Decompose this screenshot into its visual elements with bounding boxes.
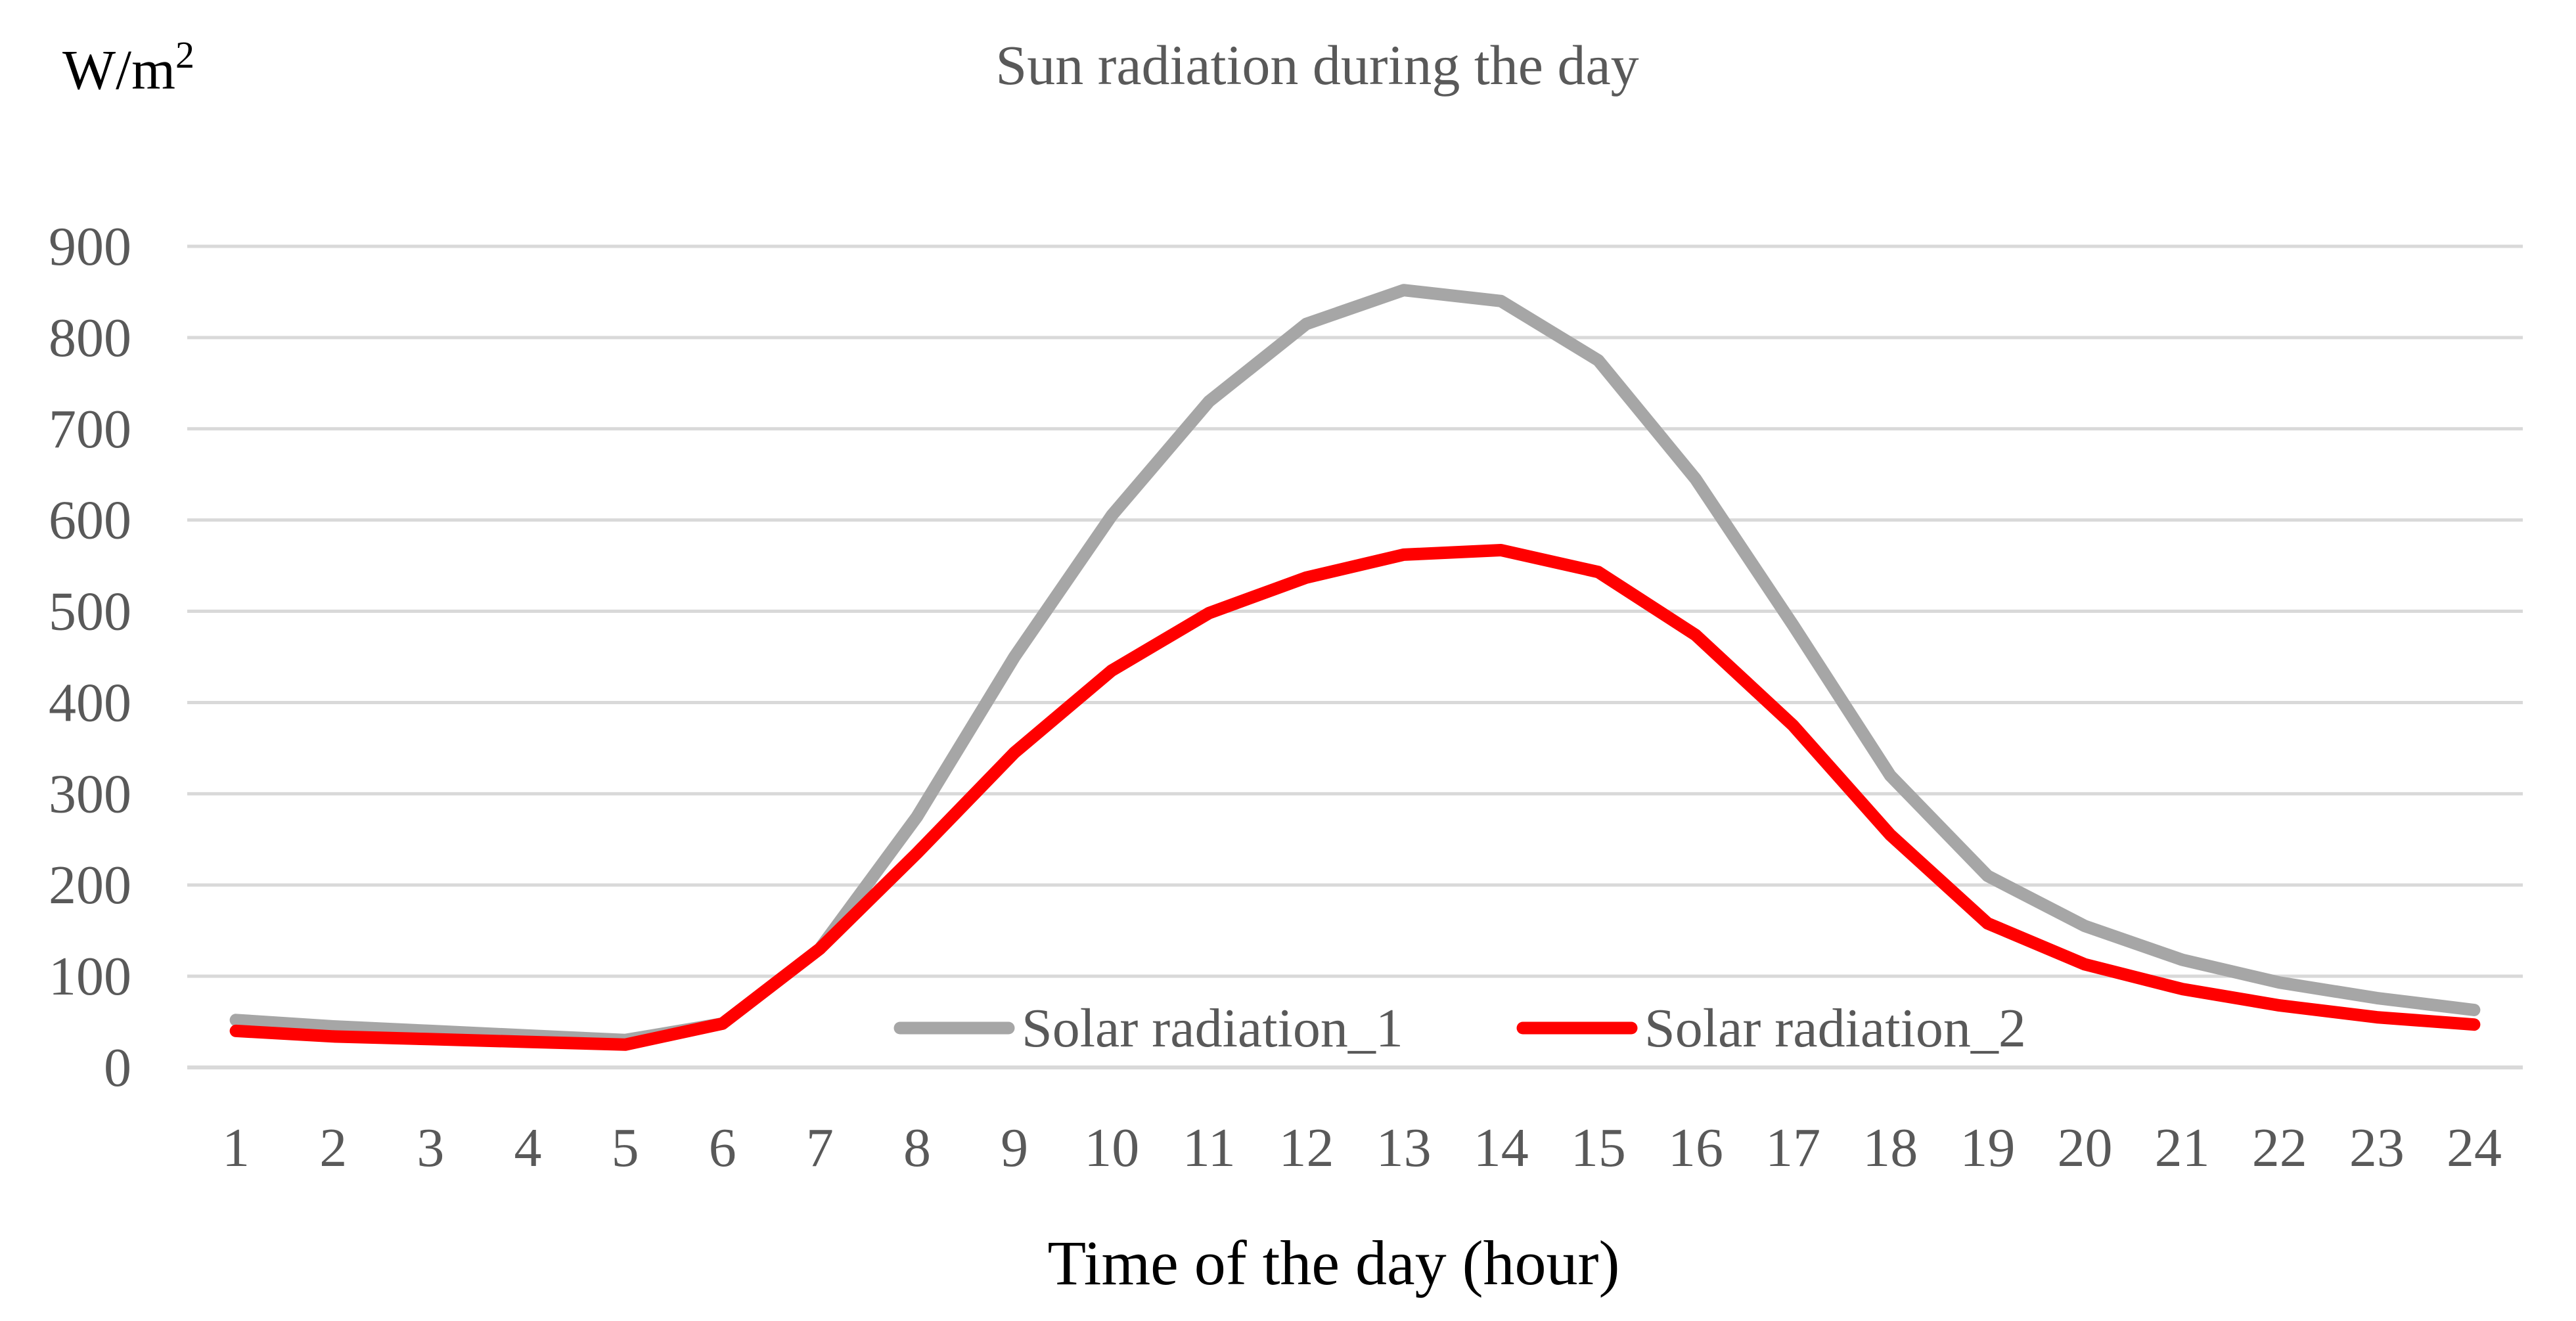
x-tick-label: 8: [903, 1117, 931, 1178]
x-tick-label: 15: [1571, 1117, 1626, 1178]
gridlines: [187, 244, 2523, 1069]
y-tick-label: 300: [49, 763, 131, 824]
y-tick-label: 900: [49, 216, 131, 277]
y-axis-ticks: 0 100 200 300 400 500 600 700 800 900: [49, 216, 131, 1098]
y-tick-label: 800: [49, 307, 131, 369]
x-tick-label: 24: [2447, 1117, 2502, 1178]
x-tick-label: 7: [806, 1117, 834, 1178]
chart-title: Sun radiation during the day: [995, 34, 1638, 97]
y-tick-label: 700: [49, 399, 131, 460]
legend-label-2: Solar radiation_2: [1644, 998, 2026, 1059]
x-tick-label: 4: [514, 1117, 541, 1178]
x-tick-label: 12: [1278, 1117, 1334, 1178]
series-line-1: [229, 284, 2481, 1046]
y-tick-label: 600: [49, 490, 131, 551]
x-tick-label: 18: [1863, 1117, 1918, 1178]
x-tick-label: 10: [1084, 1117, 1139, 1178]
y-unit-label: W/m2: [62, 34, 194, 101]
x-axis-ticks: 1 2 3 4 5 6 7 8 9 10 11 12 13 14 15 16 17 18 19 20 21 22 23 24: [222, 1117, 2502, 1178]
legend: Solar radiation_1 Solar radiation_2: [893, 982, 2094, 1059]
x-tick-label: 2: [319, 1117, 347, 1178]
series-line-2: [229, 544, 2481, 1051]
x-axis-label: Time of the day (hour): [1048, 1228, 1620, 1298]
legend-background: [1516, 982, 2094, 1054]
x-tick-label: 23: [2349, 1117, 2405, 1178]
y-tick-label: 200: [49, 855, 131, 916]
x-tick-label: 13: [1376, 1117, 1432, 1178]
x-tick-label: 21: [2155, 1117, 2210, 1178]
y-tick-label: 0: [104, 1037, 131, 1098]
x-tick-label: 1: [222, 1117, 250, 1178]
x-tick-label: 16: [1668, 1117, 1723, 1178]
legend-label-1: Solar radiation_1: [1022, 998, 1403, 1059]
x-tick-label: 9: [1001, 1117, 1028, 1178]
x-tick-label: 5: [612, 1117, 639, 1178]
x-tick-label: 11: [1183, 1117, 1236, 1178]
y-tick-label: 100: [49, 946, 131, 1007]
series-lines: [229, 284, 2481, 1051]
x-tick-label: 6: [709, 1117, 736, 1178]
y-tick-label: 500: [49, 581, 131, 642]
x-tick-label: 17: [1765, 1117, 1820, 1178]
x-tick-label: 19: [1960, 1117, 2015, 1178]
x-tick-label: 22: [2252, 1117, 2307, 1178]
x-tick-label: 20: [2057, 1117, 2112, 1178]
x-tick-label: 14: [1474, 1117, 1529, 1178]
legend-background: [893, 982, 1472, 1054]
x-tick-label: 3: [417, 1117, 444, 1178]
y-tick-label: 400: [49, 672, 131, 733]
